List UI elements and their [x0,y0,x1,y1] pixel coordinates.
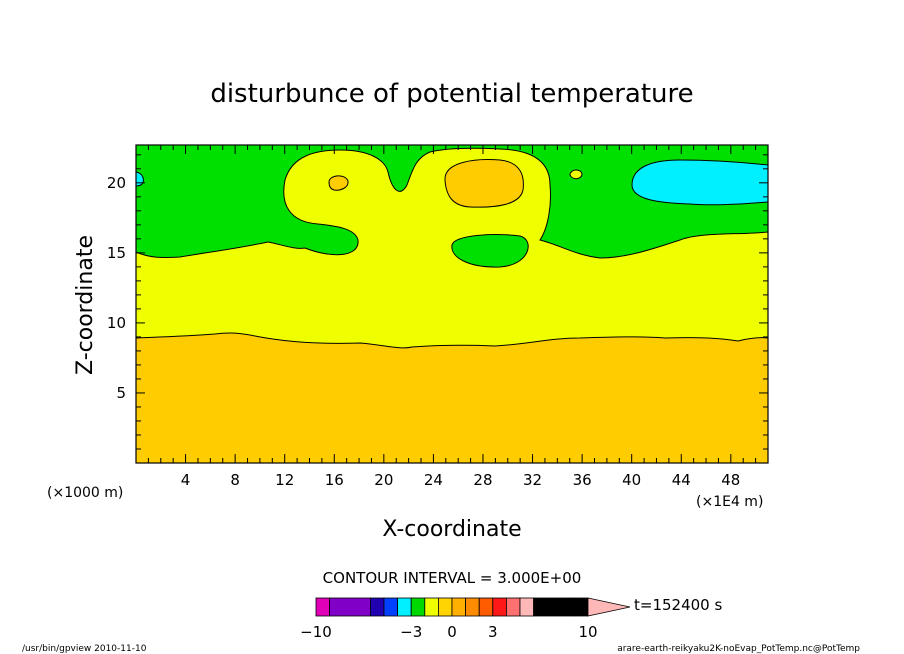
cyan-patch [631,159,769,206]
colorbar-tick-label: 0 [447,623,457,641]
colorbar-segment [492,597,507,617]
colorbar-segment [533,597,575,617]
colorbar-segment [369,597,385,617]
x-tick-label: 28 [473,471,492,489]
colorbar [315,597,631,617]
x-axis-label: X-coordinate [382,517,521,542]
orange-patch [444,159,524,208]
y-axis-label: Z-coordinate [73,235,98,375]
colorbar-tick-label: −10 [300,623,332,641]
x-tick-label: 48 [721,471,740,489]
green-pocket [451,234,529,268]
footer-right: arare-earth-reikyaku2K-noEvap_PotTemp.nc… [617,644,860,654]
yellow-dot [569,169,583,180]
colorbar-segment [315,597,331,617]
x-tick-label: 16 [325,471,344,489]
x-unit-left: (×1000 m) [47,485,123,501]
x-tick-label: 44 [672,471,691,489]
colorbar-segment [519,597,535,617]
colorbar-segment [424,597,439,617]
colorbar-segment [437,597,453,617]
x-tick-label: 32 [523,471,542,489]
colorbar-segment [505,597,521,617]
time-label: t=152400 s [634,596,722,614]
y-tick-label: 10 [107,314,126,332]
colorbar-tick-label: 3 [488,623,498,641]
colorbar-ticks: −10 −3 0 3 10 [300,623,597,641]
x-tick-label: 40 [622,471,641,489]
colorbar-segment [329,597,371,617]
colorbar-segment [478,597,494,617]
colorbar-segment [465,597,480,617]
colorbar-tick-label: 10 [578,623,597,641]
colorbar-segment [451,597,467,617]
region-orange-low [135,332,769,464]
plot-frame [135,144,769,464]
x-tick-label: 4 [181,471,191,489]
orange-blob-small [328,175,349,191]
y-tick-label: 20 [107,174,126,192]
colorbar-segment [383,597,399,617]
x-tick-label: 20 [374,471,393,489]
colorbar-segment [410,597,426,617]
colorbar-segment [397,597,412,617]
x-ticks: 4 8 12 16 20 24 28 32 36 40 44 48 [147,145,757,489]
y-tick-label: 15 [107,244,126,262]
x-tick-label: 24 [424,471,443,489]
x-unit-right: (×1E4 m) [696,494,763,510]
footer-left: /usr/bin/gpview 2010-11-10 [22,644,147,654]
colorbar-segment [574,597,589,617]
colorbar-extension [587,597,631,617]
chart-title: disturbunce of potential temperature [210,79,693,109]
colorbar-tick-label: −3 [400,623,422,641]
y-tick-label: 5 [116,384,126,402]
x-tick-label: 8 [230,471,240,489]
y-ticks: 5 10 15 20 [107,154,768,450]
x-tick-label: 36 [573,471,592,489]
contour-interval: CONTOUR INTERVAL = 3.000E+00 [323,569,582,587]
x-tick-label: 12 [275,471,294,489]
